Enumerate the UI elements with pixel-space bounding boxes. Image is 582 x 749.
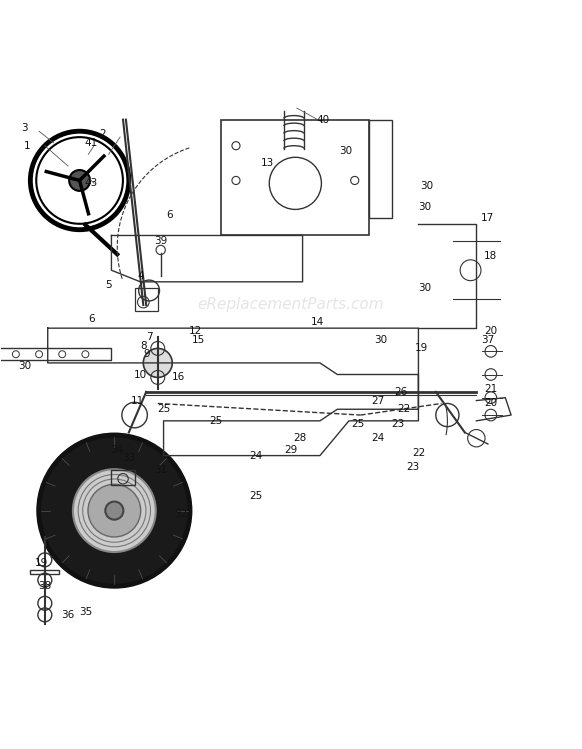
Text: 5: 5 xyxy=(105,279,112,290)
Text: 37: 37 xyxy=(481,335,495,345)
Text: 28: 28 xyxy=(293,433,306,443)
Text: 19: 19 xyxy=(36,558,48,568)
Text: 7: 7 xyxy=(146,332,152,342)
Text: 11: 11 xyxy=(131,395,144,405)
Bar xyxy=(134,288,158,311)
Text: 27: 27 xyxy=(371,395,385,405)
Text: 4: 4 xyxy=(137,271,144,281)
Circle shape xyxy=(88,485,141,537)
Text: 41: 41 xyxy=(84,138,98,148)
Text: 22: 22 xyxy=(398,404,410,414)
Text: 10: 10 xyxy=(134,369,147,380)
Text: 15: 15 xyxy=(191,335,205,345)
Bar xyxy=(222,120,369,235)
Text: 16: 16 xyxy=(172,372,184,383)
Bar xyxy=(369,120,392,218)
Text: 30: 30 xyxy=(418,282,431,293)
Text: 18: 18 xyxy=(484,251,498,261)
Text: 24: 24 xyxy=(250,451,263,461)
Text: 14: 14 xyxy=(310,318,324,327)
Circle shape xyxy=(73,469,156,552)
Text: 22: 22 xyxy=(412,448,425,458)
Text: 40: 40 xyxy=(316,115,329,124)
Text: 6: 6 xyxy=(166,210,173,220)
Text: 43: 43 xyxy=(84,178,98,188)
Circle shape xyxy=(69,170,90,191)
Text: 30: 30 xyxy=(421,181,434,191)
Text: 30: 30 xyxy=(418,201,431,211)
Text: 2: 2 xyxy=(100,129,106,139)
Text: eReplacementParts.com: eReplacementParts.com xyxy=(198,297,384,312)
Text: 23: 23 xyxy=(406,462,419,472)
Text: 19: 19 xyxy=(415,344,428,354)
Text: 25: 25 xyxy=(351,419,364,428)
Text: 23: 23 xyxy=(392,419,405,428)
Text: 8: 8 xyxy=(140,341,147,351)
Text: 34: 34 xyxy=(111,445,124,455)
Text: 26: 26 xyxy=(395,387,407,397)
Text: 30: 30 xyxy=(339,147,353,157)
Text: 20: 20 xyxy=(484,326,498,336)
Text: 21: 21 xyxy=(484,384,498,394)
Text: 31: 31 xyxy=(154,465,167,475)
Text: 30: 30 xyxy=(374,335,388,345)
Bar xyxy=(111,470,134,485)
Text: 25: 25 xyxy=(209,416,222,426)
Text: 13: 13 xyxy=(261,158,275,168)
Text: 6: 6 xyxy=(88,315,94,324)
Text: 25: 25 xyxy=(157,404,170,414)
Text: 3: 3 xyxy=(22,124,28,133)
Text: 12: 12 xyxy=(189,326,202,336)
Text: 35: 35 xyxy=(79,607,92,617)
Text: 36: 36 xyxy=(61,610,74,620)
Text: 9: 9 xyxy=(143,349,150,360)
Text: 29: 29 xyxy=(285,445,297,455)
Text: 38: 38 xyxy=(38,581,51,591)
Text: 1: 1 xyxy=(24,141,31,151)
Text: 25: 25 xyxy=(250,491,263,501)
Bar xyxy=(30,570,59,574)
Text: 32: 32 xyxy=(175,509,187,518)
Text: 39: 39 xyxy=(154,236,167,246)
Text: 20: 20 xyxy=(484,398,498,408)
Text: 17: 17 xyxy=(481,213,495,223)
Circle shape xyxy=(143,348,172,377)
Circle shape xyxy=(105,502,123,520)
Text: 24: 24 xyxy=(371,433,385,443)
Text: 33: 33 xyxy=(122,453,136,464)
Text: 30: 30 xyxy=(18,361,31,371)
Circle shape xyxy=(39,435,190,586)
